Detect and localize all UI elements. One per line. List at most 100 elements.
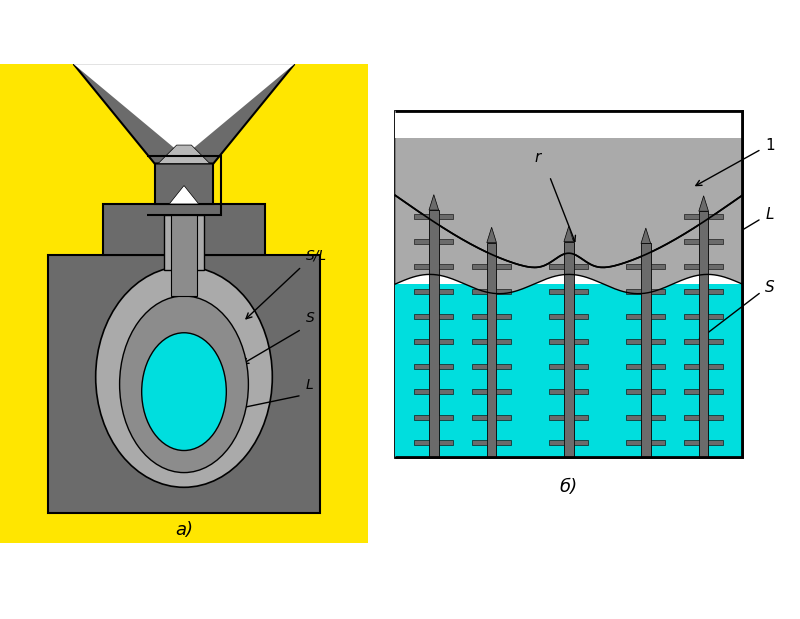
Polygon shape <box>650 389 666 394</box>
Polygon shape <box>438 339 454 344</box>
Polygon shape <box>497 389 511 394</box>
Polygon shape <box>438 365 454 370</box>
Polygon shape <box>574 314 588 319</box>
Polygon shape <box>699 211 709 457</box>
Polygon shape <box>550 314 564 319</box>
Polygon shape <box>497 314 511 319</box>
Polygon shape <box>497 264 511 269</box>
Polygon shape <box>626 314 641 319</box>
Polygon shape <box>684 439 699 444</box>
Polygon shape <box>438 389 454 394</box>
Polygon shape <box>395 111 742 457</box>
Polygon shape <box>438 415 454 420</box>
Polygon shape <box>641 228 650 243</box>
Polygon shape <box>414 389 429 394</box>
Polygon shape <box>650 264 666 269</box>
Text: S: S <box>766 280 775 295</box>
Polygon shape <box>414 415 429 420</box>
Polygon shape <box>626 439 641 444</box>
Polygon shape <box>626 389 641 394</box>
Polygon shape <box>472 289 487 294</box>
Polygon shape <box>684 415 699 420</box>
Polygon shape <box>487 227 497 243</box>
Polygon shape <box>0 64 368 542</box>
Polygon shape <box>709 214 723 219</box>
Polygon shape <box>684 239 699 244</box>
Polygon shape <box>487 243 497 457</box>
Polygon shape <box>497 415 511 420</box>
Polygon shape <box>158 145 210 163</box>
Polygon shape <box>414 439 429 444</box>
Polygon shape <box>395 111 742 137</box>
Polygon shape <box>574 415 588 420</box>
Polygon shape <box>414 239 429 244</box>
Polygon shape <box>497 289 511 294</box>
Text: 1: 1 <box>766 138 775 153</box>
Polygon shape <box>626 415 641 420</box>
Polygon shape <box>650 339 666 344</box>
Polygon shape <box>429 194 438 210</box>
Polygon shape <box>709 365 723 370</box>
Polygon shape <box>414 264 429 269</box>
Polygon shape <box>684 214 699 219</box>
Polygon shape <box>650 439 666 444</box>
Text: S: S <box>306 311 314 326</box>
Polygon shape <box>472 339 487 344</box>
Polygon shape <box>684 289 699 294</box>
Polygon shape <box>650 314 666 319</box>
Polygon shape <box>684 365 699 370</box>
Polygon shape <box>414 339 429 344</box>
Polygon shape <box>650 289 666 294</box>
Polygon shape <box>650 415 666 420</box>
Polygon shape <box>564 227 574 241</box>
Polygon shape <box>626 339 641 344</box>
Text: S/L: S/L <box>306 249 326 263</box>
Polygon shape <box>641 243 650 457</box>
Polygon shape <box>395 111 742 137</box>
Polygon shape <box>438 439 454 444</box>
Polygon shape <box>709 389 723 394</box>
Polygon shape <box>550 415 564 420</box>
Polygon shape <box>497 439 511 444</box>
Polygon shape <box>438 264 454 269</box>
Polygon shape <box>574 365 588 370</box>
Polygon shape <box>472 264 487 269</box>
Polygon shape <box>472 365 487 370</box>
Polygon shape <box>550 365 564 370</box>
Polygon shape <box>550 289 564 294</box>
Text: L: L <box>766 207 774 222</box>
Polygon shape <box>472 439 487 444</box>
Polygon shape <box>472 314 487 319</box>
Polygon shape <box>564 241 574 457</box>
Polygon shape <box>438 239 454 244</box>
Text: r: r <box>534 150 541 165</box>
Polygon shape <box>684 339 699 344</box>
Polygon shape <box>684 389 699 394</box>
Polygon shape <box>574 389 588 394</box>
Polygon shape <box>472 415 487 420</box>
Polygon shape <box>709 314 723 319</box>
Polygon shape <box>699 196 709 211</box>
Polygon shape <box>395 111 742 267</box>
Polygon shape <box>171 215 197 296</box>
Polygon shape <box>550 439 564 444</box>
Polygon shape <box>164 215 204 270</box>
Polygon shape <box>414 365 429 370</box>
Polygon shape <box>154 163 214 204</box>
Ellipse shape <box>120 296 249 472</box>
Polygon shape <box>497 339 511 344</box>
Ellipse shape <box>96 267 272 487</box>
Polygon shape <box>709 289 723 294</box>
Polygon shape <box>429 210 438 457</box>
Polygon shape <box>626 264 641 269</box>
Polygon shape <box>684 314 699 319</box>
Polygon shape <box>414 314 429 319</box>
Polygon shape <box>414 289 429 294</box>
Polygon shape <box>497 365 511 370</box>
Text: L: L <box>306 378 313 392</box>
Polygon shape <box>74 64 294 163</box>
Polygon shape <box>414 214 429 219</box>
Polygon shape <box>550 264 564 269</box>
Polygon shape <box>550 389 564 394</box>
Text: б): б) <box>560 478 578 496</box>
